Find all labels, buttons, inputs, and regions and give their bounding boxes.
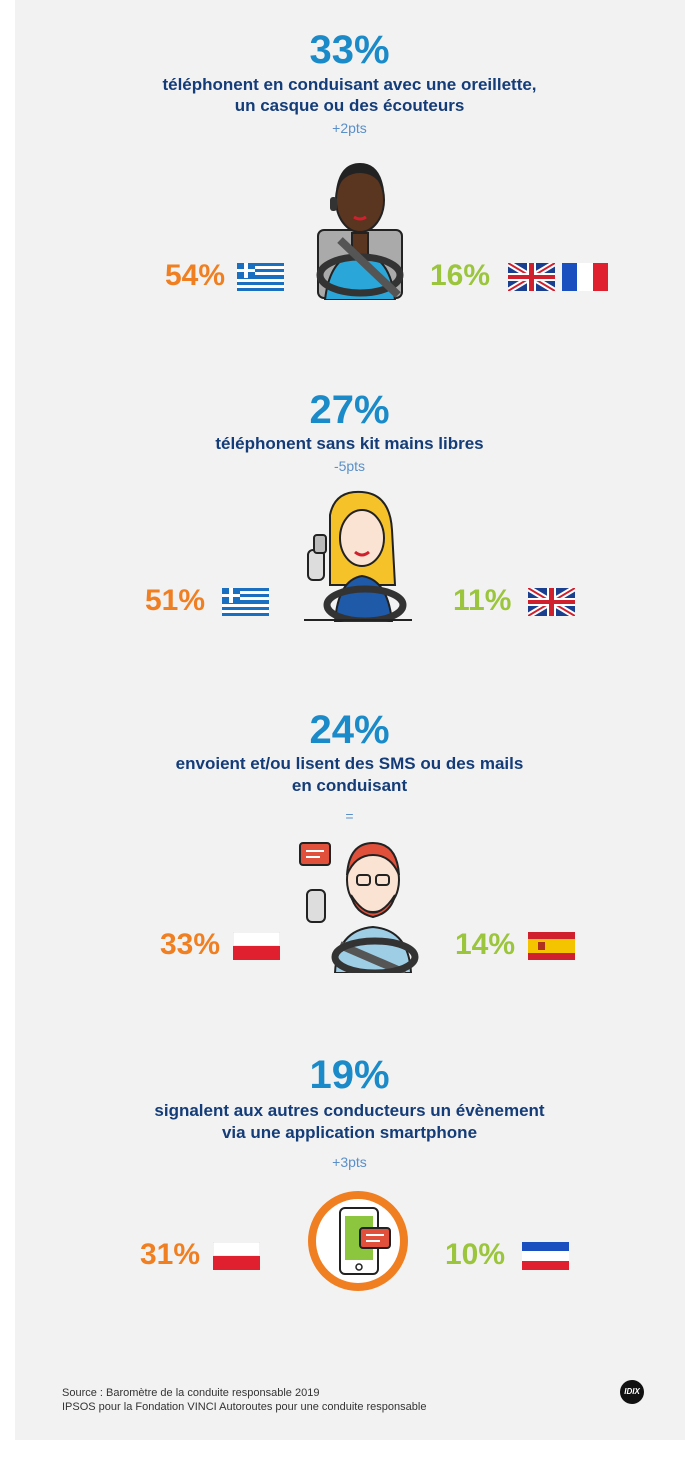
flag-greece xyxy=(222,588,269,616)
left-stat: 51% xyxy=(145,584,206,617)
illustration-sms xyxy=(299,841,419,973)
description: via une application smartphone xyxy=(221,1123,478,1142)
right-stat: 16% xyxy=(430,259,491,292)
left-stat: 33% xyxy=(160,928,221,961)
headline: 27% xyxy=(309,388,390,432)
illustration-headset xyxy=(316,163,404,300)
change: -5pts xyxy=(333,458,366,474)
left-stat: 31% xyxy=(140,1238,201,1271)
left-stat: 54% xyxy=(165,259,226,292)
change: = xyxy=(345,808,354,824)
flag-poland xyxy=(233,932,280,960)
headline: 19% xyxy=(309,1053,390,1097)
headline: 33% xyxy=(309,28,390,72)
change: +2pts xyxy=(332,120,367,136)
flag-spain xyxy=(528,932,575,960)
description: en conduisant xyxy=(291,776,408,795)
source: IPSOS pour la Fondation VINCI Autoroutes… xyxy=(62,1401,427,1413)
flag-uk xyxy=(508,263,555,291)
right-stat: 11% xyxy=(453,584,512,617)
source: Source : Baromètre de la conduite respon… xyxy=(62,1387,320,1399)
logo: IDIX xyxy=(620,1380,644,1404)
flag-poland xyxy=(213,1242,260,1270)
illustration-smartphone xyxy=(308,1191,408,1291)
flag-uk xyxy=(528,588,575,616)
description: envoient et/ou lisent des SMS ou des mai… xyxy=(175,754,524,773)
illustration-phone-hand xyxy=(304,490,412,622)
headline: 24% xyxy=(309,708,390,752)
description: un casque ou des écouteurs xyxy=(234,96,465,115)
flag-france xyxy=(562,263,608,291)
flag-tricolor xyxy=(522,1242,569,1270)
right-stat: 10% xyxy=(445,1238,506,1271)
description: signalent aux autres conducteurs un évèn… xyxy=(154,1101,545,1120)
description: téléphonent sans kit mains libres xyxy=(215,434,484,453)
flag-greece xyxy=(237,263,284,291)
description: téléphonent en conduisant avec une oreil… xyxy=(162,75,537,94)
change: +3pts xyxy=(332,1154,367,1170)
right-stat: 14% xyxy=(455,928,516,961)
